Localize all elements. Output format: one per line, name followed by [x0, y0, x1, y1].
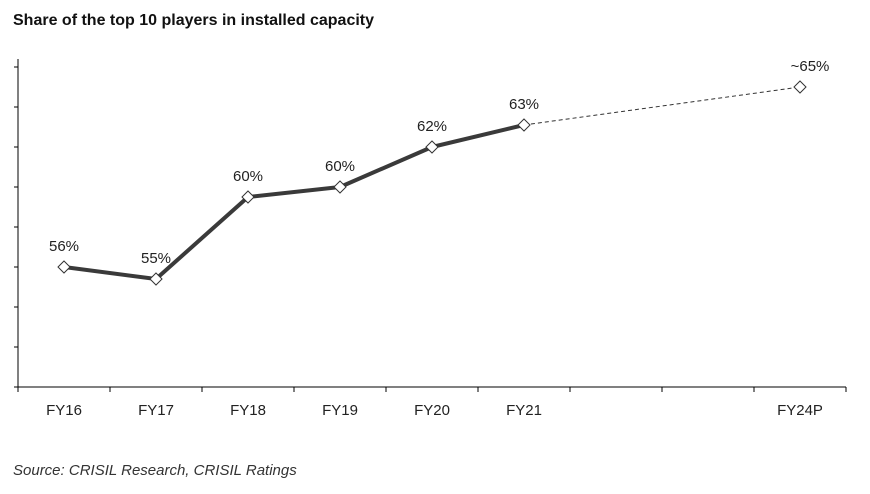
data-label: 55% [141, 250, 171, 267]
chart-title: Share of the top 10 players in installed… [13, 12, 375, 29]
source-note: Source: CRISIL Research, CRISIL Ratings [13, 462, 297, 479]
x-tick-label: FY18 [230, 402, 266, 419]
data-point-marker [333, 180, 347, 194]
data-point-marker [149, 272, 163, 286]
x-tick-label: FY16 [46, 402, 82, 419]
data-point-marker [793, 80, 807, 94]
x-tick-label: FY21 [506, 402, 542, 419]
projection-line [523, 86, 801, 126]
x-tick-label: FY17 [138, 402, 174, 419]
data-label: 60% [233, 168, 263, 185]
data-label: 63% [509, 96, 539, 113]
x-tick-label: FY24P [777, 402, 823, 419]
x-tick-label: FY20 [414, 402, 450, 419]
data-point-marker [425, 140, 439, 154]
data-point-marker [57, 260, 71, 274]
data-label: 60% [325, 158, 355, 175]
data-point-marker [517, 118, 531, 132]
series-line [63, 123, 525, 281]
data-point-marker [241, 190, 255, 204]
data-label: ~65% [791, 58, 830, 75]
data-label: 56% [49, 238, 79, 255]
x-tick-label: FY19 [322, 402, 358, 419]
data-label: 62% [417, 118, 447, 135]
